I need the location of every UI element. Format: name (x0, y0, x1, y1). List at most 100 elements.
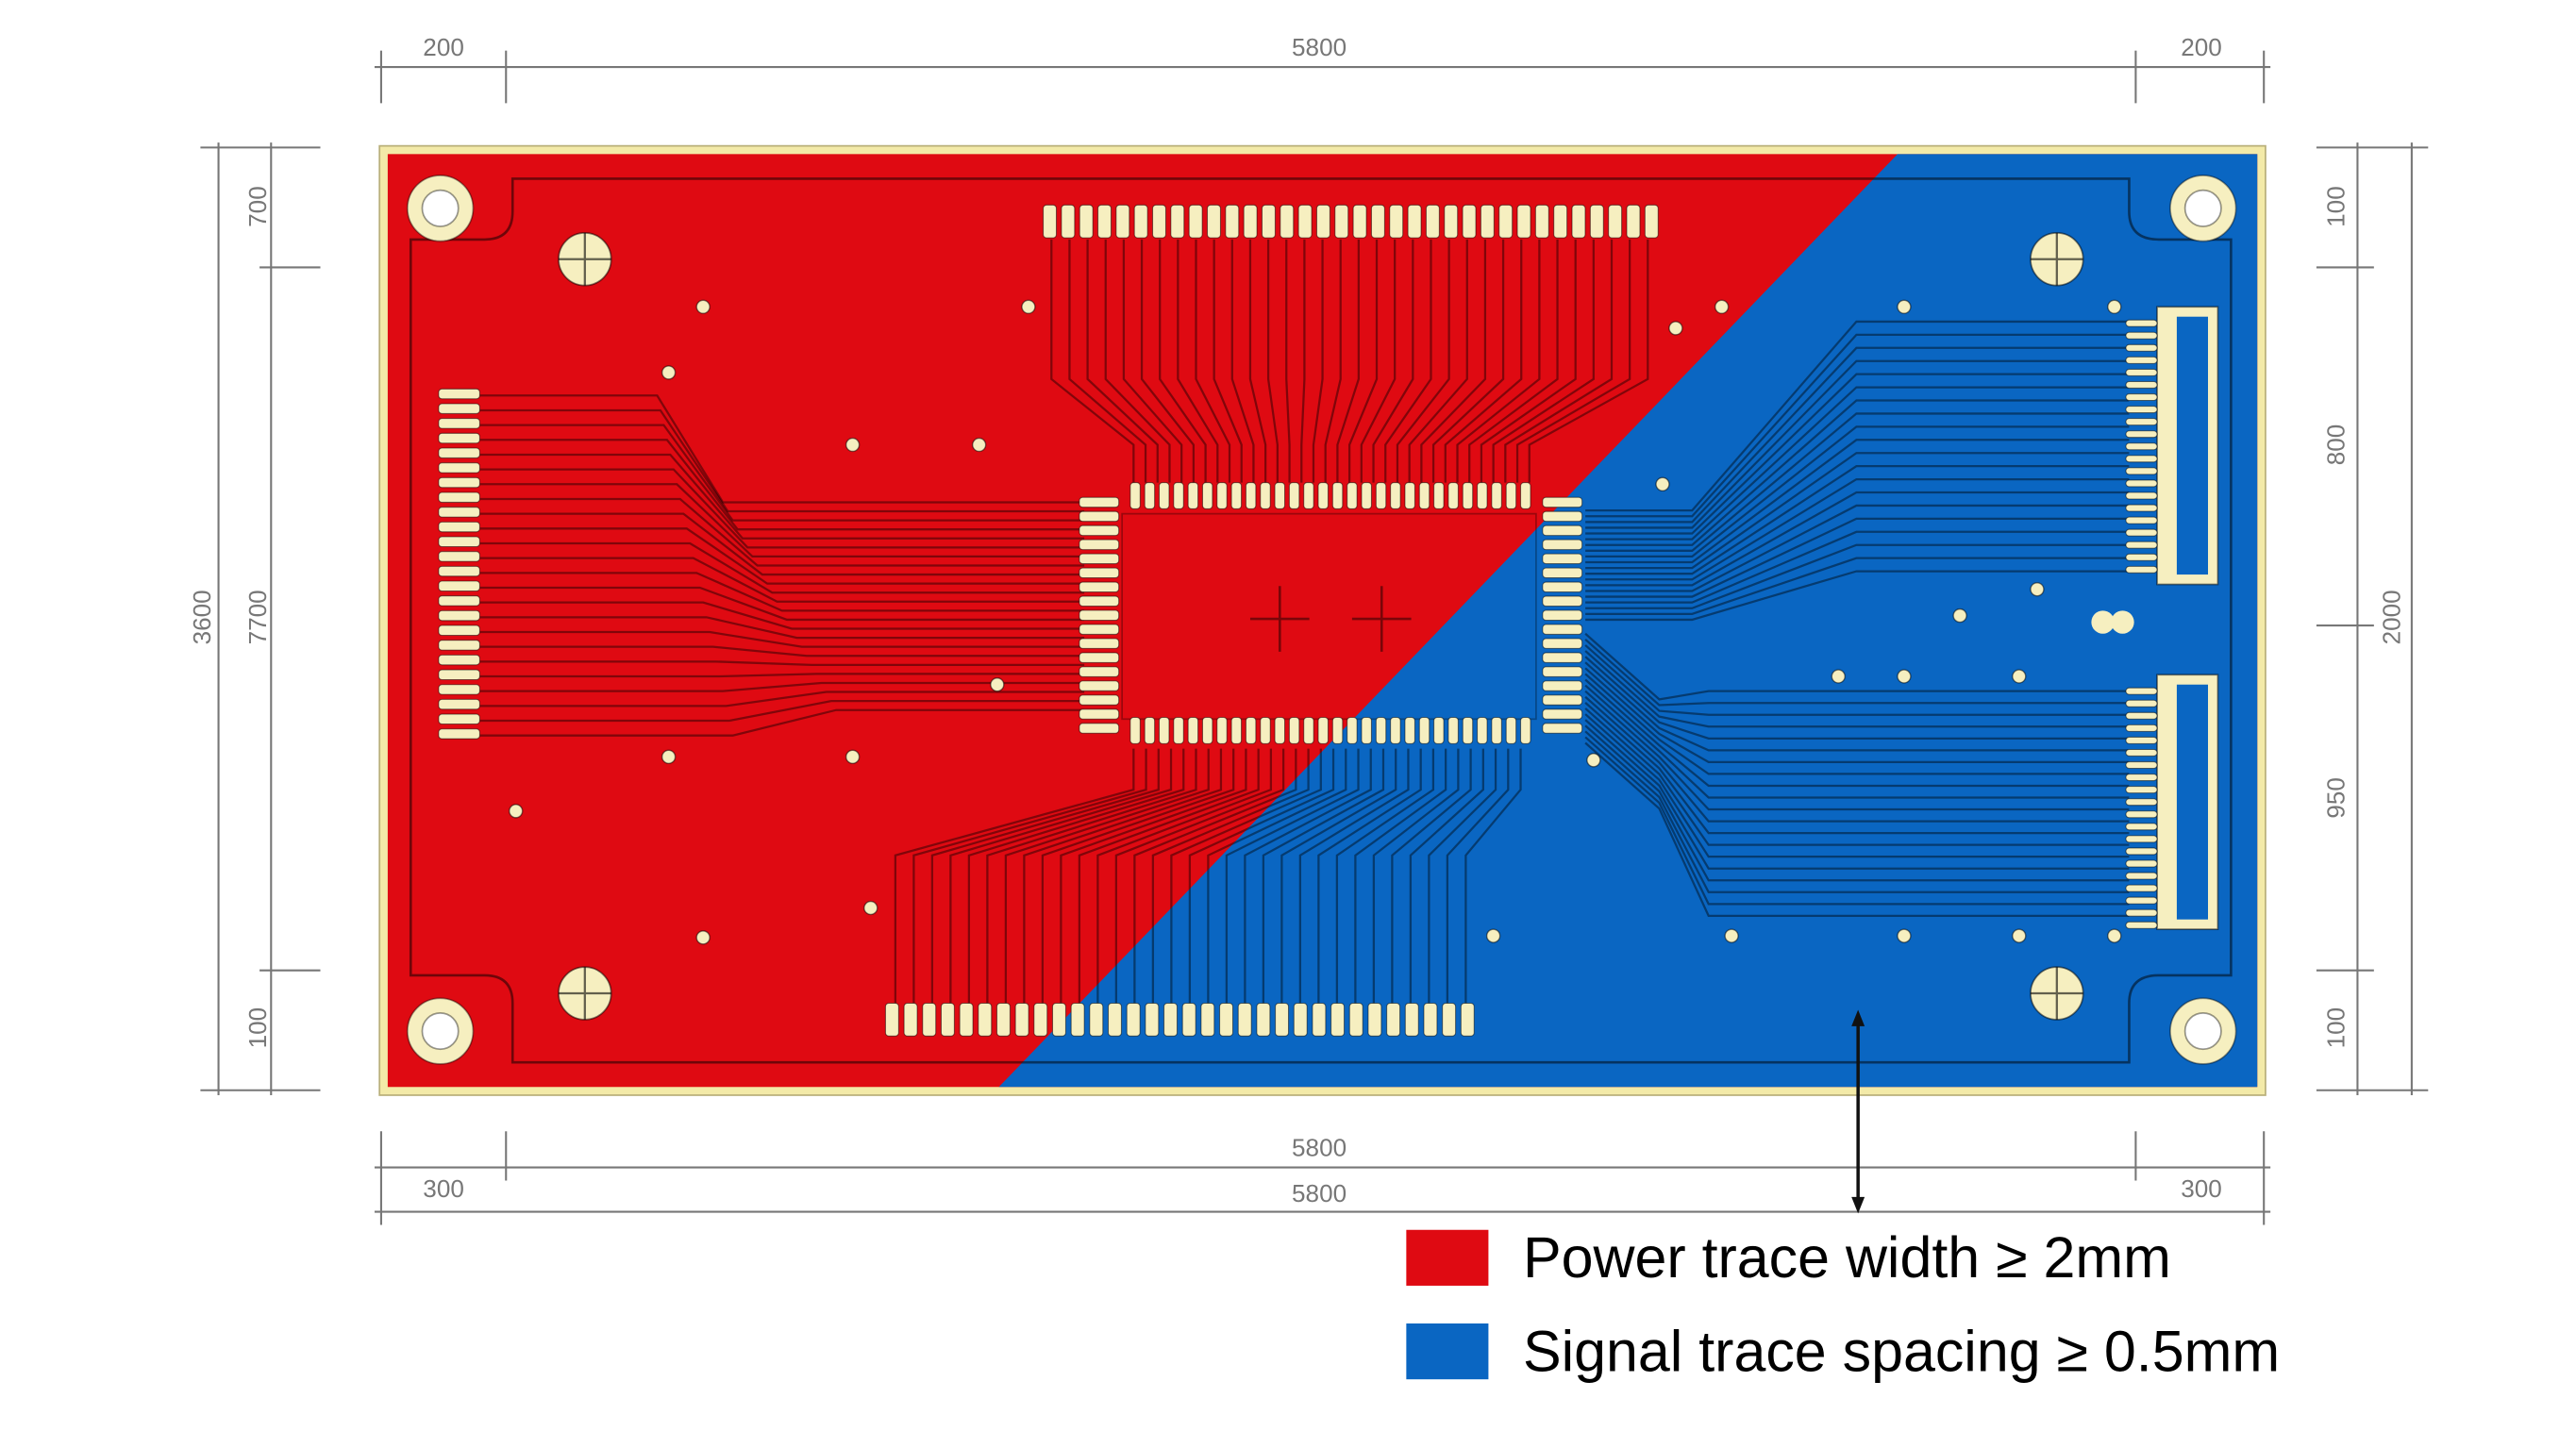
chip-pin-right (1542, 708, 1583, 720)
chip-pin-bottom (1303, 717, 1314, 744)
chip-pin-right (1542, 496, 1583, 508)
trace (1584, 702, 2130, 835)
side-connector-pin (2125, 823, 2158, 831)
connector-pin-left (438, 595, 480, 607)
connector-pin-top (1243, 204, 1258, 239)
connector-pin-top (1644, 204, 1659, 239)
chip-pin-top (1505, 482, 1517, 509)
connector-pin-left (438, 521, 480, 533)
trace (1584, 650, 2130, 728)
target-mark-cross (558, 232, 611, 286)
chip-pin-left (1079, 496, 1120, 508)
side-connector-pin (2125, 921, 2158, 929)
side-connector-pin (2125, 908, 2158, 917)
chip-pin-left (1079, 652, 1120, 663)
side-connector-slot (2176, 684, 2208, 920)
trace (1140, 239, 1196, 483)
side-connector-pin (2125, 553, 2158, 561)
trace (1230, 239, 1255, 483)
trace (1585, 452, 2130, 570)
connector-pin-bottom (1108, 1002, 1122, 1037)
legend-swatch-signal (1406, 1323, 1489, 1380)
trace (1584, 673, 2130, 775)
chip-pin-top (1288, 482, 1300, 509)
connector-pin-bottom (1330, 1002, 1346, 1037)
via (1655, 476, 1670, 491)
trace (1335, 748, 1435, 1007)
trace (1336, 239, 1360, 483)
chip-pin-right (1542, 567, 1583, 579)
trace (930, 748, 1160, 1007)
chip-pin-bottom (1361, 717, 1372, 744)
right-dimension: 100 800 2000 950 100 (2316, 142, 2429, 1095)
connector-pin-left (438, 565, 480, 577)
chip-pin-top (1216, 482, 1228, 509)
trace (479, 616, 1085, 640)
connector-pin-left (438, 491, 480, 503)
connector-pin-left (438, 713, 480, 725)
target-mark-cross (2030, 232, 2083, 286)
side-connector-pin (2125, 810, 2158, 819)
side-connector-pin (2125, 393, 2158, 402)
connector-pin-top (1571, 204, 1586, 239)
chip-pin-left (1079, 708, 1120, 720)
trace (479, 424, 1085, 522)
trace (1584, 713, 2130, 858)
chip-pin-bottom (1347, 717, 1358, 744)
trace (1225, 748, 1360, 1007)
chip-pin-right (1542, 609, 1583, 621)
trace (1086, 239, 1159, 483)
dim-right-lower: 950 (2322, 777, 2350, 819)
legend: Power trace width ≥ 2mm Signal trace spa… (1406, 1225, 2280, 1383)
connector-pin-top (1407, 204, 1422, 239)
side-connector-pin (2125, 442, 2158, 451)
trace (1428, 748, 1497, 1007)
trace (1266, 239, 1279, 483)
top-dimension: 200 5800 200 (374, 33, 2271, 104)
chip-pin-top (1201, 482, 1213, 509)
via (695, 299, 711, 314)
trace (1464, 748, 1522, 1007)
connector-pin-bottom (1442, 1002, 1457, 1037)
trace (1133, 748, 1297, 1007)
chip-pin-top (1245, 482, 1257, 509)
connector-pin-top (1444, 204, 1459, 239)
chip-pin-right (1542, 510, 1583, 523)
trace (986, 748, 1197, 1007)
trace (479, 645, 1085, 657)
trace (1584, 707, 2130, 846)
connector-pin-left (438, 654, 480, 666)
board-outline (409, 177, 2233, 1064)
via (1485, 928, 1501, 943)
connector-pin-bottom (959, 1002, 974, 1037)
side-connector-pin (2125, 418, 2158, 426)
trace (1584, 690, 2130, 811)
chip-pin-bottom (1331, 717, 1344, 744)
chip-body (1121, 512, 1537, 721)
connector-pin-left (438, 669, 480, 681)
trace (1492, 239, 1595, 483)
side-connector-pin (2125, 467, 2158, 475)
trace (1585, 412, 2130, 552)
dim-top-center: 5800 (1292, 33, 1347, 61)
connector-pin-left (438, 624, 480, 637)
trace (479, 708, 1085, 737)
chip-pin-right (1542, 666, 1583, 677)
trace (479, 572, 1085, 612)
trace (1584, 656, 2130, 740)
dim-right-top: 100 (2322, 186, 2350, 227)
trace (1078, 748, 1260, 1007)
trace (1584, 730, 2130, 893)
via (2012, 928, 2027, 943)
chip-pin-top (1187, 482, 1199, 509)
via (1952, 607, 1967, 624)
dim-bottom-outer-center: 5800 (1292, 1179, 1347, 1207)
connector-pin-left (438, 684, 480, 695)
dim-bottom-inner-center: 5800 (1292, 1133, 1347, 1161)
side-connector-pin (2125, 455, 2158, 463)
trace (1420, 239, 1487, 483)
chip-pin-bottom (1288, 717, 1300, 744)
dim-top-left: 200 (423, 33, 464, 61)
trace (1244, 748, 1372, 1007)
chip-pin-left (1079, 524, 1120, 537)
